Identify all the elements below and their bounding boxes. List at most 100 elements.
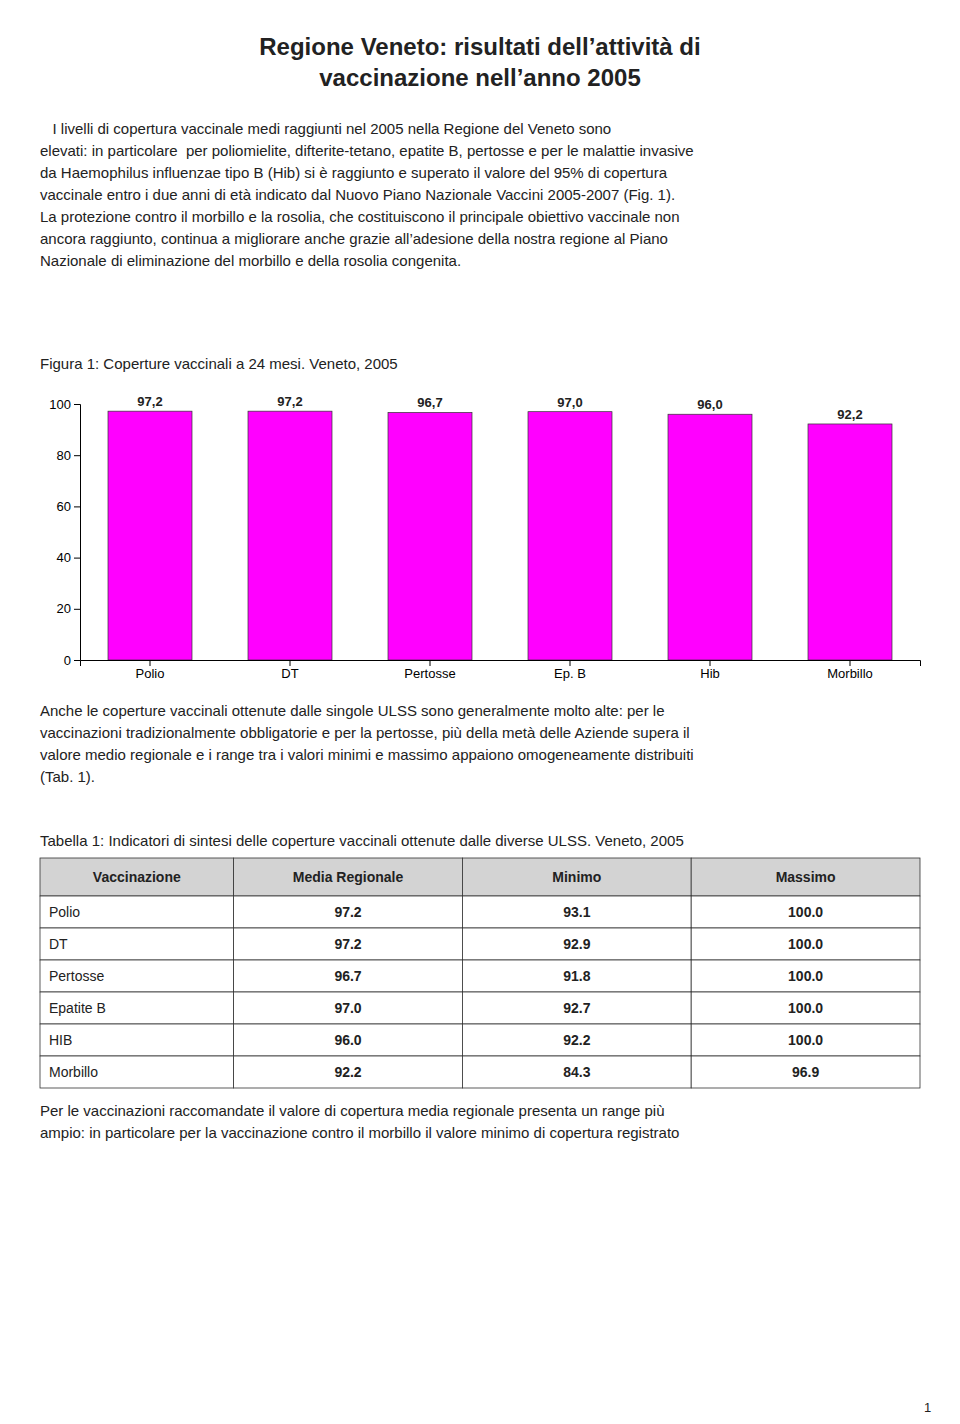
table-text: 97.2 [334,904,361,920]
table-cell [40,896,234,928]
tick-label: 20 [57,601,71,616]
bar [388,412,472,660]
table-text: 92.9 [563,936,590,952]
table-cell [234,858,463,896]
tick-mark [74,609,80,610]
table-cell [234,992,463,1024]
table-cell [234,960,463,992]
tick-mark [570,660,571,666]
tick-label: Polio [136,666,165,681]
x-axis: Polio DT Pertosse Ep. B Hib Morbillo [81,660,921,681]
table-cell [462,1024,691,1056]
table-cell [40,928,234,960]
table-text: 97.2 [334,936,361,952]
bar [108,411,192,660]
tick-label: Morbillo [827,666,873,681]
table-cell [691,928,920,960]
chart: 0 20 40 60 80 100 Polio DT Pertosse Ep. B Hib Morbi… [49,394,920,681]
tick: Morbillo [827,660,873,681]
page-number: 1 [924,1400,931,1415]
data-label: 97,2 [137,394,162,409]
data-labels: 97,2 97,2 96,7 97,0 96,0 92,2 [137,394,862,422]
data-label: 96,0 [697,397,722,412]
tick: Hib [700,660,720,681]
table-cell [691,960,920,992]
table-cell [40,1056,234,1088]
page: Regione Veneto: risultati dell’attività … [0,0,960,1424]
table-text: 100.0 [788,1032,823,1048]
table-text: 100.0 [788,1000,823,1016]
paragraph: I livelli di copertura vaccinale medi ra… [40,120,694,269]
tick: 40 [57,550,80,565]
tick-label: 100 [49,397,71,412]
table-cell [462,960,691,992]
table-text: 100.0 [788,936,823,952]
paragraph: Per le vaccinazioni raccomandate il valo… [40,1102,679,1141]
table-cell [691,858,920,896]
table-cell [40,858,234,896]
table-cell [40,992,234,1024]
table-cell [462,928,691,960]
table: VaccinazioneMedia RegionaleMinimoMassimo… [40,858,920,1088]
data-label: 97,2 [277,394,302,409]
tick-label: Pertosse [404,666,455,681]
table-cell [691,1056,920,1088]
table-text: Vaccinazione [93,869,181,885]
data-label: 96,7 [417,395,442,410]
table-text: 92.2 [334,1064,361,1080]
tick: 60 [57,499,80,514]
tick-label: 60 [57,499,71,514]
tick-label: Hib [700,666,720,681]
table-text: 97.0 [334,1000,361,1016]
bars [108,411,892,660]
table-text: 92.2 [563,1032,590,1048]
table-text: 92.7 [563,1000,590,1016]
table-text: 96.9 [792,1064,819,1080]
tick-mark [150,660,151,666]
tick-mark [710,660,711,666]
bar [528,412,612,660]
table-cell [234,1056,463,1088]
table-text: HIB [49,1032,72,1048]
tick-mark [74,506,80,507]
table-text: 100.0 [788,968,823,984]
table-text: 91.8 [563,968,590,984]
bar [248,411,332,660]
table-cell [234,896,463,928]
table-title: Tabella 1: Indicatori di sintesi delle c… [40,832,684,849]
axis-line [74,405,81,661]
data-label: 92,2 [837,407,862,422]
tick: DT [281,660,298,681]
data-label: 97,0 [557,395,582,410]
tick-label: 0 [64,653,71,668]
table-cell [462,992,691,1024]
table-cell [462,896,691,928]
chart-title: Figura 1: Coperture vaccinali a 24 mesi.… [40,355,398,372]
tick: 100 [49,397,80,412]
tick-mark [74,404,80,405]
table-text: Massimo [776,869,836,885]
tick-label: 40 [57,550,71,565]
tick-label: Ep. B [554,666,586,681]
page-title: Regione Veneto: risultati dell’attività … [259,33,700,91]
table-text: Media Regionale [293,869,404,885]
bar [808,424,892,660]
tick: 0 [64,653,80,668]
table-text: 100.0 [788,904,823,920]
table-text: Epatite B [49,1000,106,1016]
tick: Polio [136,660,165,681]
table-cell [462,1056,691,1088]
tick-mark [74,455,80,456]
table-cell [234,928,463,960]
table-text: 96.7 [334,968,361,984]
table-cell [462,858,691,896]
table-text: Pertosse [49,968,104,984]
tick-label: 80 [57,448,71,463]
y-axis: 0 20 40 60 80 100 [49,397,80,668]
tick: 80 [57,448,80,463]
table-cell [691,896,920,928]
table-text: 96.0 [334,1032,361,1048]
tick-mark [74,558,80,559]
table-text: Polio [49,904,80,920]
table-cell [234,1024,463,1056]
